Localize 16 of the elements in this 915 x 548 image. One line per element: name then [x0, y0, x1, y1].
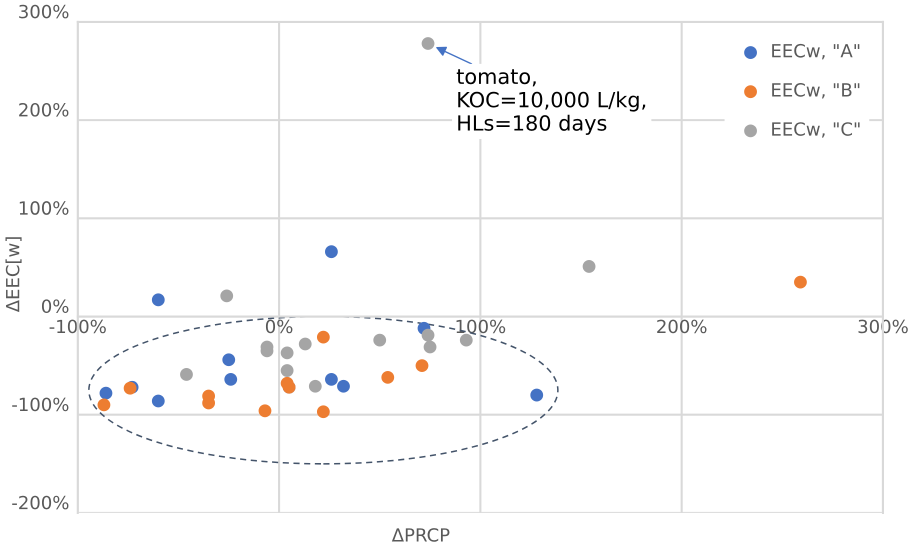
y-tick-label: -200%: [12, 496, 68, 510]
x-tick-label: 0%: [266, 320, 292, 334]
x-tick-label: 100%: [456, 320, 506, 334]
y-tick-label: 0%: [42, 299, 68, 314]
y-tick-label: 100%: [20, 201, 68, 215]
y-tick-label: 300%: [19, 4, 68, 18]
x-tick-label: 200%: [657, 320, 706, 334]
y-axis-title: ΔEEC[w]: [5, 237, 22, 312]
legend-label: EECw, "C": [772, 122, 860, 138]
annotation: tomato, KOC=10,000 L/kg, HLs=180 days: [456, 69, 646, 135]
x-tick-label: -100%: [50, 320, 106, 334]
legend-label: EECw, "B": [772, 83, 860, 99]
x-axis-title: ΔPRCP: [392, 528, 450, 542]
y-tick-label: 200%: [19, 102, 68, 117]
legend-label: EECw, "A": [772, 44, 860, 60]
y-tick-label: -100%: [12, 398, 68, 412]
